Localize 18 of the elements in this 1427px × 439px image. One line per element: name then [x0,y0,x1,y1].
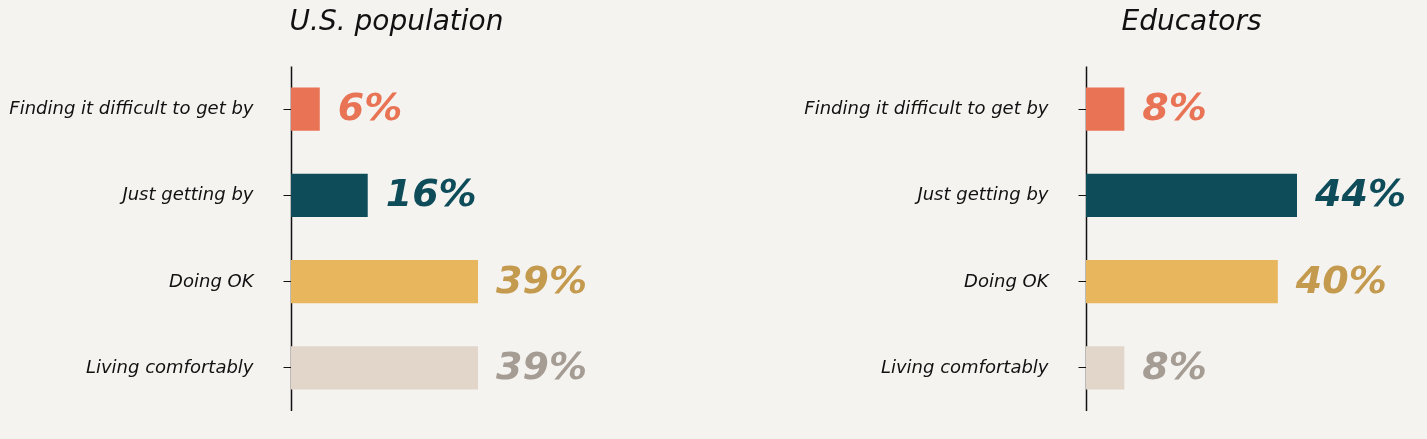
data-label: 39% [496,257,587,302]
data-label: 6% [337,85,403,130]
data-label: 44% [1314,171,1406,216]
y-tick-label: Just getting by [119,183,254,205]
data-label: 39% [496,343,587,388]
chart-title: U.S. population [289,4,504,37]
y-tick-label: Doing OK [964,269,1050,291]
data-label: 8% [1142,343,1207,388]
y-tick-label: Just getting by [914,183,1049,205]
data-label: 16% [385,171,477,216]
y-tick-label: Finding it difficult to get by [804,97,1049,119]
y-tick-label: Doing OK [169,269,255,291]
data-label: 8% [1142,85,1207,130]
y-tick-label: Living comfortably [880,355,1049,377]
data-label: 40% [1294,257,1387,302]
chart-title: Educators [1121,4,1262,37]
y-tick-label: Living comfortably [85,355,254,377]
y-tick-label: Finding it difficult to get by [9,97,254,119]
